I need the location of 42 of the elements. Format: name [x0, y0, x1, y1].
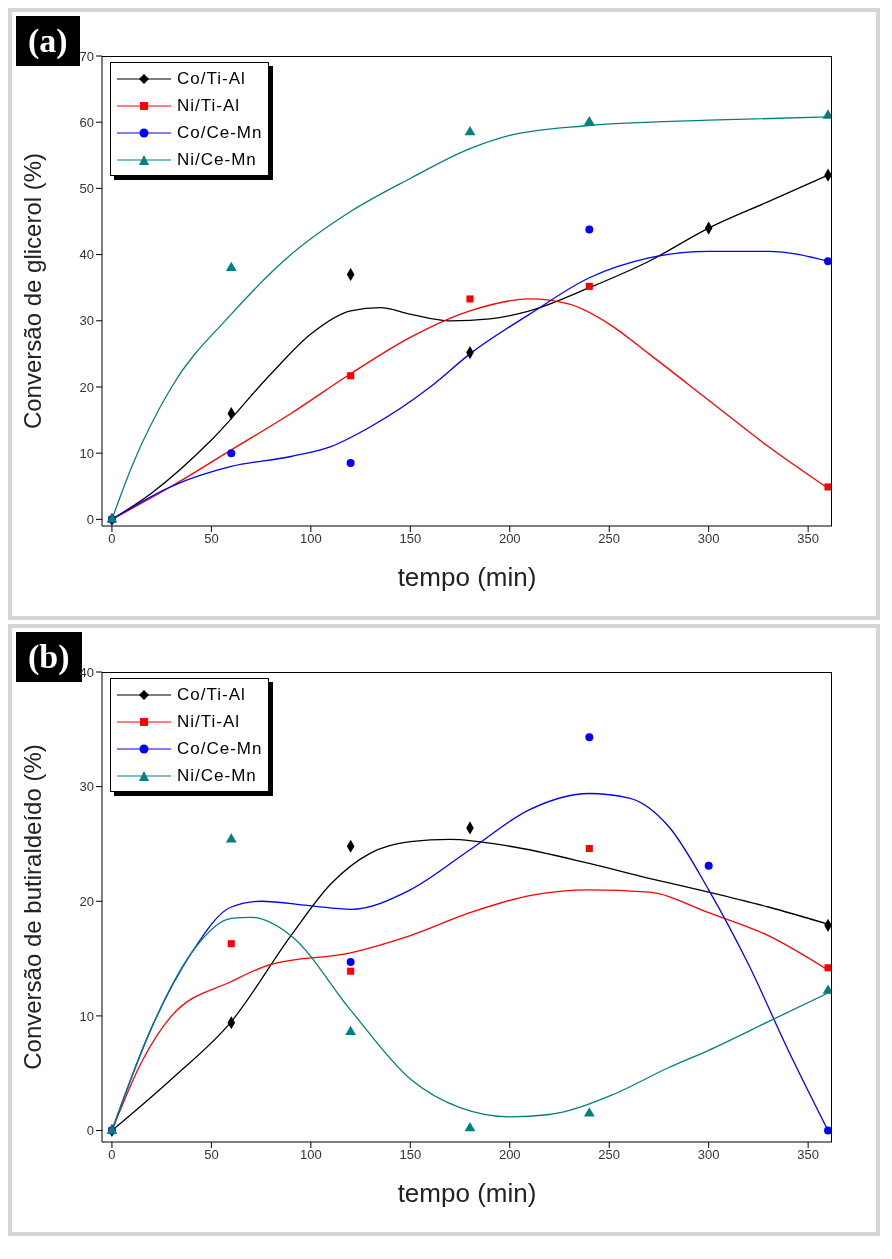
legend-label: Co/Ti-Al [177, 684, 246, 705]
x-tick-label: 300 [697, 531, 720, 547]
legend-label: Co/Ti-Al [177, 68, 246, 89]
y-tick-label: 20 [79, 379, 94, 395]
chart-title: (b) [28, 638, 70, 675]
x-tick-label: 250 [598, 1147, 621, 1163]
legend-label: Co/Ce-Mn [177, 122, 263, 143]
y-axis-title: Conversão de glicerol (%) [18, 152, 46, 430]
x-tick-label: 200 [498, 1147, 521, 1163]
y-tick-label: 40 [79, 247, 94, 263]
y-tick-label: 30 [79, 779, 94, 795]
x-tick-label: 50 [204, 531, 219, 547]
x-tick-label: 100 [300, 1147, 322, 1163]
y-tick-label: 10 [79, 445, 94, 461]
x-tick-label: 100 [300, 531, 322, 547]
y-tick-label: 30 [79, 313, 94, 329]
x-tick-label: 0 [108, 531, 116, 547]
y-tick-label: 70 [79, 48, 94, 64]
legend-label: Ni/Ti-Al [177, 95, 241, 116]
x-tick-label: 350 [797, 1147, 819, 1163]
legend-label: Ni/Ce-Mn [177, 149, 257, 170]
y-tick-label: 60 [79, 114, 94, 130]
y-tick-label: 0 [86, 1123, 94, 1139]
x-tick-label: 350 [797, 531, 819, 547]
y-axis-title: Conversão de butiraldeído (%) [18, 744, 46, 1070]
y-tick-label: 10 [79, 1008, 94, 1024]
x-tick-label: 150 [399, 531, 422, 547]
x-axis-title: tempo (min) [397, 562, 537, 592]
legend-label: Co/Ce-Mn [177, 738, 263, 759]
x-tick-label: 50 [204, 1147, 219, 1163]
x-tick-label: 150 [399, 1147, 422, 1163]
chart-title: (a) [16, 16, 80, 66]
y-tick-label: 0 [86, 512, 94, 527]
x-tick-label: 300 [697, 1147, 720, 1163]
y-tick-label: 20 [79, 893, 94, 909]
legend-label: Ni/Ti-Al [177, 711, 241, 732]
legend-label: Ni/Ce-Mn [177, 765, 257, 786]
x-tick-label: 250 [598, 531, 621, 547]
x-tick-label: 200 [498, 531, 521, 547]
x-tick-label: 0 [108, 1147, 116, 1163]
y-tick-label: 50 [79, 181, 94, 197]
x-axis-title: tempo (min) [397, 1178, 537, 1208]
